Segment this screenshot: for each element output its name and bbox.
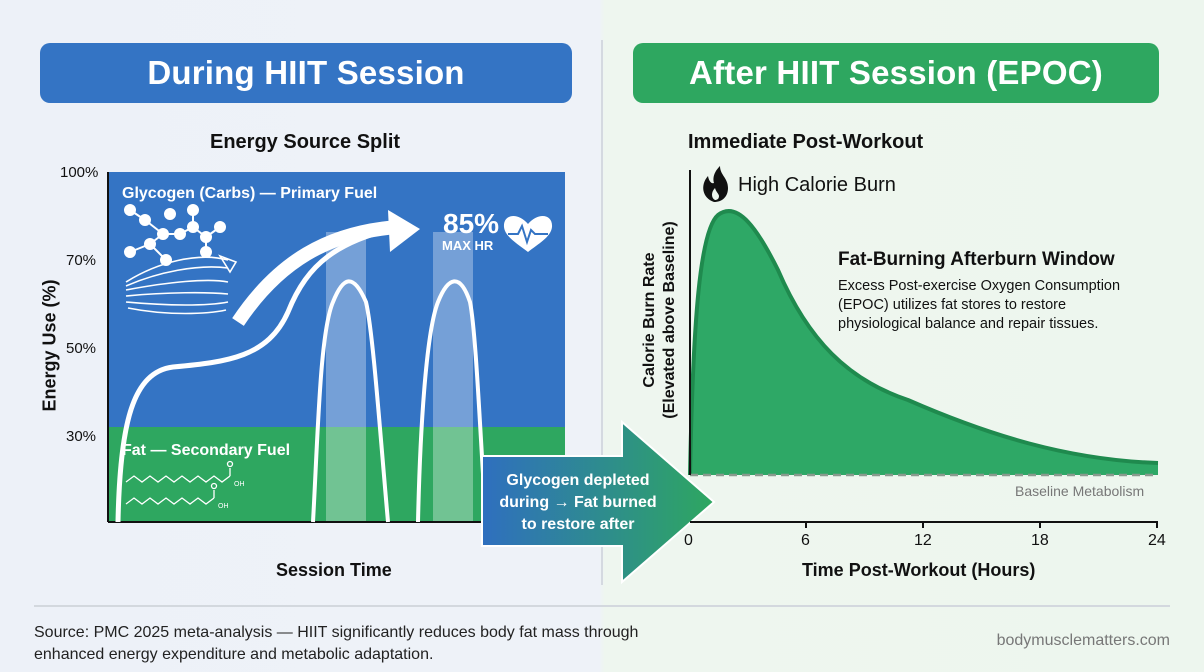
transition-line-2: during → Fat burned bbox=[499, 494, 657, 511]
x-tick-18: 18 bbox=[1031, 532, 1049, 549]
panel-divider bbox=[601, 40, 603, 585]
svg-text:OH: OH bbox=[218, 503, 229, 510]
intensity-value: 85% bbox=[443, 208, 500, 239]
x-tick-0: 0 bbox=[684, 532, 693, 549]
transition-text: Glycogen depleted during → Fat burned to… bbox=[488, 470, 668, 536]
footer-divider bbox=[34, 605, 1170, 607]
molecule-icon bbox=[124, 204, 226, 266]
transition-line-3: to restore after bbox=[521, 516, 635, 533]
x-tick-24: 24 bbox=[1148, 532, 1166, 549]
energy-use-axis-title: Energy Use (%) bbox=[39, 279, 60, 412]
fat-label: Fat — Secondary Fuel bbox=[122, 442, 291, 459]
x-tick-6: 6 bbox=[801, 532, 810, 549]
glycogen-label: Glycogen (Carbs) — Primary Fuel bbox=[122, 185, 378, 202]
session-time-axis-title: Session Time bbox=[276, 560, 392, 580]
after-session-banner: After HIIT Session (EPOC) bbox=[633, 43, 1159, 103]
site-credit[interactable]: bodymusclematters.com bbox=[996, 632, 1170, 649]
svg-text:OH: OH bbox=[234, 481, 245, 488]
y-tick-100: 100% bbox=[60, 164, 99, 181]
time-post-workout-axis-title: Time Post-Workout (Hours) bbox=[802, 560, 1036, 580]
transition-line-1: Glycogen depleted bbox=[506, 472, 650, 489]
epoc-chart bbox=[688, 166, 1159, 528]
during-session-banner: During HIIT Session bbox=[40, 43, 572, 103]
y-tick-50: 50% bbox=[66, 340, 97, 357]
calorie-burn-axis-title: Calorie Burn Rate (Elevated above Baseli… bbox=[641, 221, 678, 419]
y-tick-70: 70% bbox=[66, 252, 97, 269]
post-workout-title: Immediate Post-Workout bbox=[688, 131, 924, 153]
flame-icon bbox=[703, 166, 728, 202]
intensity-label: MAX HR bbox=[442, 238, 494, 253]
heart-rate-icon bbox=[503, 216, 553, 252]
high-calorie-burn-label: High Calorie Burn bbox=[738, 174, 896, 196]
transition-arrow bbox=[481, 419, 716, 585]
afterburn-window-description: Excess Post-exercise Oxygen Consumption … bbox=[838, 278, 1121, 332]
muscle-icon bbox=[125, 254, 238, 315]
source-citation: Source: PMC 2025 meta-analysis — HIIT si… bbox=[34, 624, 639, 663]
afterburn-window-title: Fat-Burning Afterburn Window bbox=[838, 249, 1115, 270]
baseline-metabolism-label: Baseline Metabolism bbox=[1015, 483, 1145, 499]
energy-split-chart: OH OH bbox=[107, 172, 565, 523]
fatty-acid-icon bbox=[125, 460, 234, 505]
x-tick-12: 12 bbox=[914, 532, 932, 549]
y-tick-30: 30% bbox=[66, 428, 97, 445]
energy-split-title: Energy Source Split bbox=[210, 131, 401, 153]
